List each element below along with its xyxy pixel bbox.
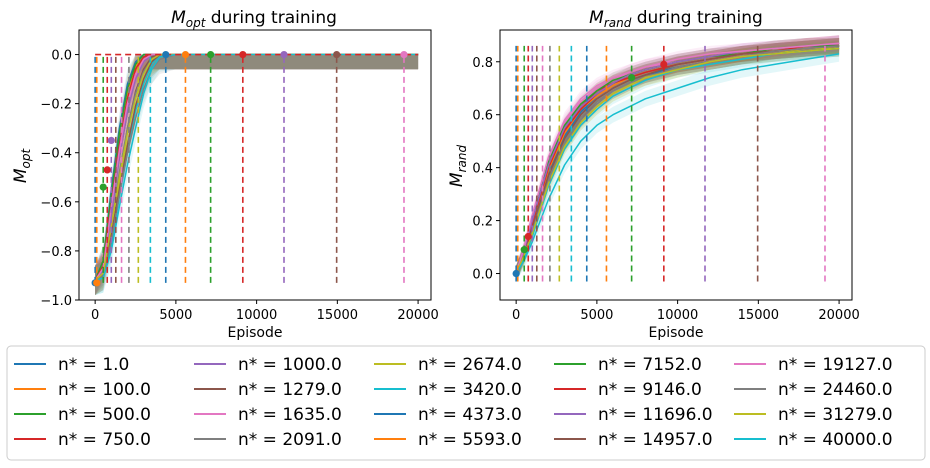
legend: n* = 1.0 n* = 100.0 n* = 500.0 n* = 750.0 n*… (6, 345, 926, 461)
y-tick-label: 0.0 (51, 49, 72, 64)
y-tick-label: 0.8 (472, 56, 493, 71)
legend-frame (6, 345, 926, 461)
y-tick-label: −0.8 (40, 245, 72, 260)
x-tick-label: 5000 (159, 308, 192, 323)
plot-area (91, 50, 419, 296)
ylabel-subscript: opt (19, 148, 33, 169)
series-band (516, 45, 840, 282)
x-axis-label: Episode (649, 325, 704, 341)
x-tick-label: 20000 (818, 308, 859, 323)
legend-label: n* = 500.0 (58, 405, 151, 425)
legend-label: n* = 9146.0 (598, 380, 702, 400)
legend-label: n* = 4373.0 (418, 405, 522, 425)
chart-title: Mrand during training (589, 8, 763, 30)
title-symbol: M (589, 8, 604, 28)
series-band (95, 54, 419, 296)
legend-label: n* = 100.0 (58, 380, 151, 400)
ylabel-subscript: rand (455, 145, 469, 173)
x-tick-label: 10000 (236, 308, 277, 323)
series-line (515, 45, 840, 274)
marker-point (162, 50, 170, 59)
legend-label: n* = 40000.0 (778, 430, 893, 450)
y-tick-label: 0.2 (472, 215, 493, 230)
marker-point (512, 269, 520, 278)
x-tick-label: 15000 (738, 308, 779, 323)
y-tick-label: 0.6 (472, 109, 493, 124)
series-band (95, 54, 419, 296)
y-axis-label: Mrand (447, 145, 469, 188)
y-tick-label: −0.6 (40, 196, 72, 211)
legend-label: n* = 11696.0 (598, 405, 713, 425)
legend-label: n* = 1000.0 (238, 355, 342, 375)
x-tick-label: 20000 (397, 308, 438, 323)
marker-point (239, 50, 247, 59)
y-tick-label: 0.4 (472, 162, 493, 177)
marker-point (628, 74, 636, 82)
x-axis-label: Episode (228, 325, 283, 341)
series-band (95, 54, 419, 296)
x-tick-label: 0 (512, 308, 520, 323)
legend-label: n* = 2674.0 (418, 355, 522, 375)
legend-label: n* = 1279.0 (238, 380, 342, 400)
marker-point (520, 246, 528, 254)
legend-label: n* = 2091.0 (238, 430, 342, 450)
legend-label: n* = 7152.0 (598, 355, 702, 375)
title-rest: during training (631, 8, 763, 28)
marker-point (93, 279, 101, 287)
ylabel-symbol: M (447, 172, 467, 187)
axes-frame (78, 29, 432, 301)
title-symbol: M (171, 8, 186, 28)
marker-point (660, 60, 668, 69)
title-rest: during training (205, 8, 337, 28)
legend-label: n* = 31279.0 (778, 405, 893, 425)
marker-point (400, 50, 408, 59)
marker-point (181, 50, 190, 59)
panel-mrand: 0 5000 10000 15000 20000 0.0 0.2 0.4 0.6 0.8 Episo… (447, 8, 860, 341)
marker-point (103, 166, 111, 174)
legend-label: n* = 750.0 (58, 430, 151, 450)
title-subscript: opt (186, 16, 207, 30)
chart-title: Mopt during training (171, 8, 337, 30)
y-tick-label: −1.0 (40, 294, 72, 309)
x-tick-label: 10000 (657, 308, 698, 323)
marker-point (207, 50, 215, 59)
y-tick-label: 0.0 (472, 268, 493, 283)
marker-point (280, 50, 288, 59)
ylabel-symbol: M (11, 168, 31, 183)
title-subscript: rand (604, 16, 632, 30)
marker-point (524, 232, 532, 241)
marker-point (333, 50, 341, 59)
y-axis-label: Mopt (11, 148, 33, 184)
legend-label: n* = 1.0 (58, 355, 129, 375)
x-tick-label: 15000 (317, 308, 358, 323)
legend-label: n* = 1635.0 (238, 405, 342, 425)
legend-label: n* = 5593.0 (418, 430, 522, 450)
legend-label: n* = 24460.0 (778, 380, 893, 400)
x-tick-label: 5000 (580, 308, 613, 323)
legend-label: n* = 14957.0 (598, 430, 713, 450)
marker-point (99, 183, 107, 191)
marker-point (107, 136, 115, 145)
series-line (515, 45, 840, 274)
legend-label: n* = 3420.0 (418, 380, 522, 400)
y-tick-label: −0.4 (40, 147, 72, 162)
x-tick-label: 0 (91, 308, 99, 323)
plot-area (512, 35, 840, 282)
series-line (515, 47, 840, 274)
y-tick-label: −0.2 (40, 98, 72, 113)
axes-frame (499, 29, 853, 301)
legend-label: n* = 19127.0 (778, 355, 893, 375)
panel-mopt: 0 5000 10000 15000 20000 −1.0 −0.8 −0.6 −0.4 −0.2… (11, 8, 439, 341)
